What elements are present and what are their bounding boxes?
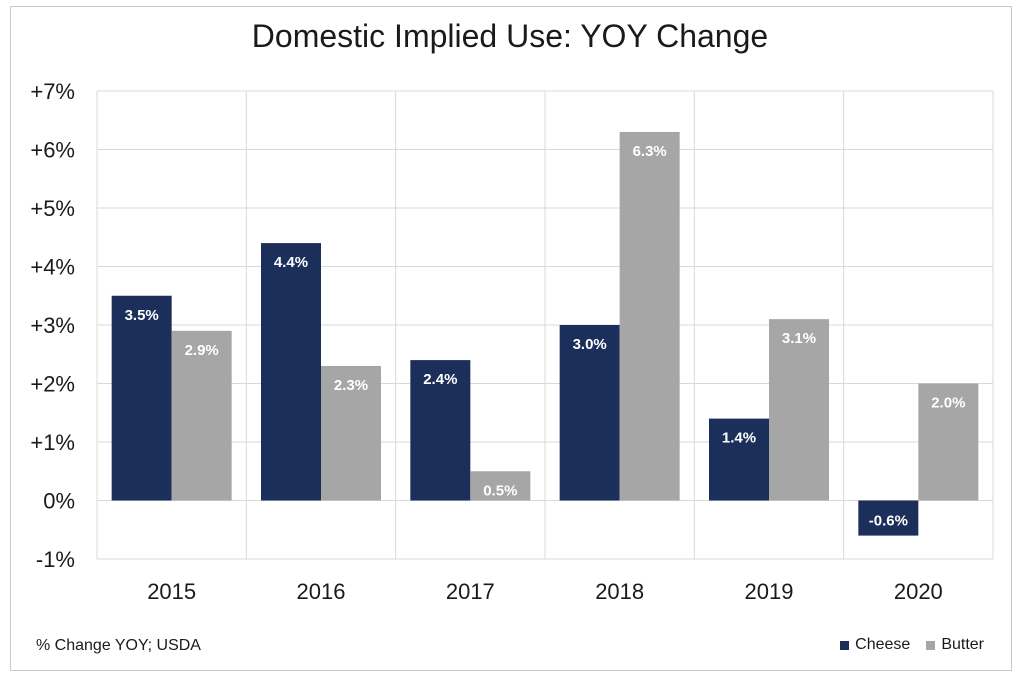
data-label-butter-2015: 2.9% xyxy=(185,342,219,359)
x-tick-label: 2019 xyxy=(745,579,794,604)
bar-butter-2017 xyxy=(470,471,531,501)
y-tick-label: 0% xyxy=(43,489,75,514)
legend-label-butter: Butter xyxy=(941,636,984,653)
axis-layer: -1% 0% +1% +2% +3% +4% +5% +6% +7% 2015 2016 2017 20… xyxy=(30,79,942,604)
y-tick-label: +2% xyxy=(30,372,75,397)
y-tick-label: +5% xyxy=(30,196,75,221)
data-label-cheese-2020: -0.6% xyxy=(869,513,908,530)
x-tick-label: 2020 xyxy=(894,579,943,604)
y-tick-label: -1% xyxy=(36,547,75,572)
data-label-cheese-2015: 3.5% xyxy=(125,307,159,324)
data-label-butter-2016: 2.3% xyxy=(334,377,368,394)
chart-title: Domestic Implied Use: YOY Change xyxy=(251,18,769,54)
data-label-butter-2020: 2.0% xyxy=(931,395,965,412)
legend-item-cheese: Cheese xyxy=(840,636,910,654)
y-tick-label: +6% xyxy=(30,138,75,163)
bar-cheese-2020 xyxy=(858,500,919,536)
bar-butter-2016 xyxy=(321,365,381,501)
x-tick-label: 2015 xyxy=(147,579,196,604)
x-tick-label: 2016 xyxy=(297,579,346,604)
bar-butter-2015 xyxy=(171,330,232,501)
bars-layer xyxy=(111,131,979,536)
data-label-butter-2018: 6.3% xyxy=(633,143,667,160)
bar-cheese-2018 xyxy=(559,325,620,501)
chart-legend: Cheese Butter xyxy=(830,636,984,654)
data-label-cheese-2016: 4.4% xyxy=(274,254,308,271)
legend-label-cheese: Cheese xyxy=(855,636,911,653)
data-label-cheese-2018: 3.0% xyxy=(573,336,607,353)
legend-item-butter: Butter xyxy=(926,636,984,654)
y-tick-label: +4% xyxy=(30,255,75,280)
bar-cheese-2017 xyxy=(410,360,471,501)
bar-butter-2020 xyxy=(918,383,979,501)
data-label-cheese-2019: 1.4% xyxy=(722,430,756,447)
bar-butter-2018 xyxy=(619,131,680,501)
chart-footnote: % Change YOY; USDA xyxy=(36,637,201,654)
legend-swatch-cheese xyxy=(840,640,850,650)
labels-layer: 3.5% 2.9% 4.4% 2.3% 2.4% 0.5% 3.0% 6.3% 1.4% 3.1%… xyxy=(125,143,966,530)
bar-butter-2019 xyxy=(769,319,829,501)
x-tick-label: 2017 xyxy=(446,579,495,604)
y-tick-label: +3% xyxy=(30,313,75,338)
bar-cheese-2019 xyxy=(709,418,769,501)
y-tick-label: +7% xyxy=(30,79,75,104)
y-tick-label: +1% xyxy=(30,430,75,455)
x-tick-label: 2018 xyxy=(595,579,644,604)
data-label-butter-2019: 3.1% xyxy=(782,330,816,347)
data-label-butter-2017: 0.5% xyxy=(483,482,517,499)
data-label-cheese-2017: 2.4% xyxy=(423,371,457,388)
legend-swatch-butter xyxy=(926,640,936,650)
bar-cheese-2015 xyxy=(111,295,172,501)
grid-layer xyxy=(96,90,994,560)
bar-cheese-2016 xyxy=(261,243,321,501)
